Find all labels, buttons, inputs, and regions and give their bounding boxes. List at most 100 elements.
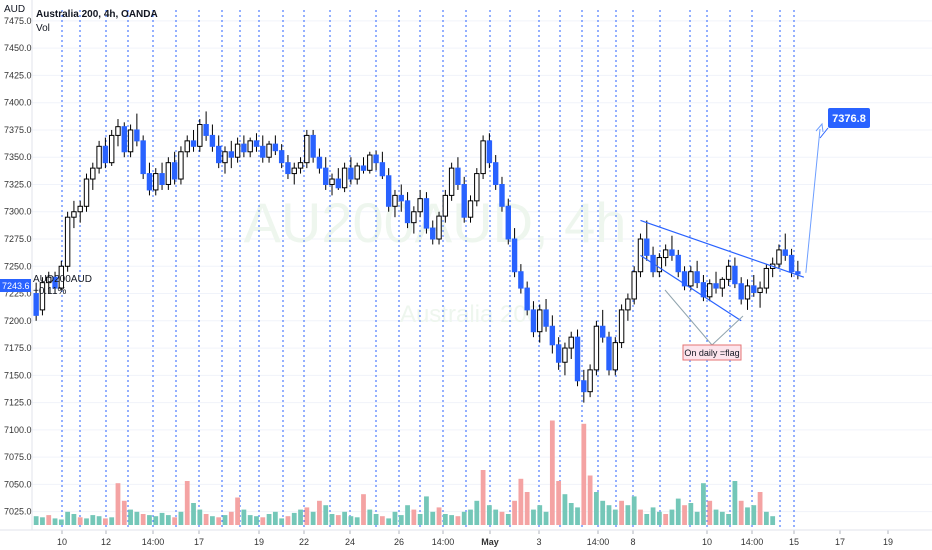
flag-channel-upper[interactable] (640, 219, 805, 278)
volume-bar (587, 475, 593, 525)
candle-body (486, 140, 493, 164)
candle-body (423, 198, 430, 229)
time-tick-label: 15 (789, 537, 799, 547)
volume-bars (33, 420, 776, 525)
candle-body (587, 369, 593, 393)
volume-bar (247, 515, 253, 525)
grid (32, 20, 932, 513)
candle-body (367, 154, 373, 171)
volume-bar (549, 420, 555, 525)
candle-body (688, 271, 694, 287)
volume-bar (291, 512, 297, 525)
candle-body (153, 173, 159, 191)
volume-bar (411, 509, 417, 525)
volume-bar (726, 514, 731, 525)
candle-body (656, 257, 663, 273)
volume-bar (417, 514, 423, 525)
candle-body (83, 178, 90, 207)
time-tick-label: 19 (883, 537, 893, 547)
time-axis[interactable]: 10 12 14:00 17 19 22 24 26 14:00 May 3 14:00 8 10 14:0… (57, 530, 893, 547)
flag-channel-lower[interactable] (640, 254, 742, 322)
currency-label: AUD (4, 4, 25, 15)
candle-body (738, 283, 744, 300)
volume-bar (203, 514, 209, 525)
candle-body (291, 167, 297, 175)
volume-bar (493, 509, 499, 525)
candle-body (537, 309, 543, 333)
candle-body (190, 140, 197, 147)
volume-bar (254, 516, 259, 525)
series-legend-ticker[interactable]: AUD200AUD (33, 274, 92, 285)
candle-body (115, 126, 121, 136)
candle-body (436, 215, 442, 240)
candle-body (411, 211, 417, 224)
flag-note-text: On daily =flag (684, 348, 739, 358)
session-breaks (61, 10, 795, 528)
flag-note[interactable]: On daily =flag (682, 344, 742, 361)
candle-body (360, 165, 367, 171)
volume-bar (165, 515, 171, 525)
volume-bar (600, 500, 606, 525)
volume-bar (128, 509, 133, 525)
volume-bar (342, 511, 347, 525)
volume-bar (562, 494, 568, 525)
volume-bar (537, 505, 543, 525)
candle-body (228, 151, 234, 158)
price-tick-label: 7150.0 (4, 370, 32, 380)
price-axis-labels: 7475.0 7450.0 7425.0 7400.0 7375.0 7350.0 7325… (4, 16, 32, 517)
volume-bar (348, 516, 354, 525)
volume-bar (405, 505, 410, 525)
drawings-layer[interactable] (640, 122, 829, 346)
candle-body (562, 347, 568, 363)
volume-bar (694, 511, 700, 525)
price-tick-label: 7075.0 (4, 452, 32, 462)
candle-body (555, 344, 562, 363)
candle-body (373, 154, 379, 164)
time-tick-label: 14:00 (432, 537, 455, 547)
volume-bar (581, 423, 587, 525)
price-tick-label: 7475.0 (4, 16, 32, 26)
volume-bar (556, 481, 562, 525)
volume-bar (455, 516, 461, 525)
candle-body (385, 175, 392, 207)
candle-body (417, 198, 423, 213)
candle-body (448, 167, 455, 196)
volume-bar (96, 516, 102, 525)
candle-body (165, 162, 172, 185)
target-callout-pointer (819, 127, 829, 139)
candle-body (625, 298, 631, 311)
watermark-ticker: AU200AUD, 4h (244, 191, 627, 254)
candle-body (184, 140, 190, 153)
candle-body (260, 145, 266, 158)
volume-bar (65, 511, 71, 525)
volume-bar (612, 509, 618, 525)
price-axis-background (0, 0, 32, 550)
candle-body (725, 265, 732, 280)
last-price-value: 7243.6 (2, 281, 30, 291)
volume-bar (367, 509, 373, 525)
time-tick-label: 3 (536, 537, 541, 547)
projection-line[interactable] (805, 129, 821, 273)
candle-body (304, 134, 310, 164)
volume-bar (650, 507, 656, 525)
price-tick-label: 7350.0 (4, 152, 32, 162)
candle-body (285, 162, 291, 175)
volume-bar (90, 515, 96, 525)
volume-bar (713, 509, 719, 525)
volume-bar (461, 511, 467, 525)
symbol-title[interactable]: Australia 200, 4h, OANDA (36, 9, 158, 20)
candle-body (234, 143, 241, 158)
target-callout[interactable]: 7376.8 (828, 108, 870, 128)
candle-body (102, 145, 109, 164)
candle-body (788, 254, 795, 273)
volume-legend[interactable]: Vol (36, 23, 50, 34)
watermark-name: Australia 200 (400, 301, 540, 328)
candle-body (159, 173, 165, 185)
volume-bar (210, 516, 215, 525)
candle-body (719, 278, 726, 289)
candle-body (171, 162, 178, 180)
time-tick-label: 19 (254, 537, 264, 547)
volume-bar (178, 511, 184, 525)
watermark: AU200AUD, 4h Australia 200 (244, 191, 627, 328)
